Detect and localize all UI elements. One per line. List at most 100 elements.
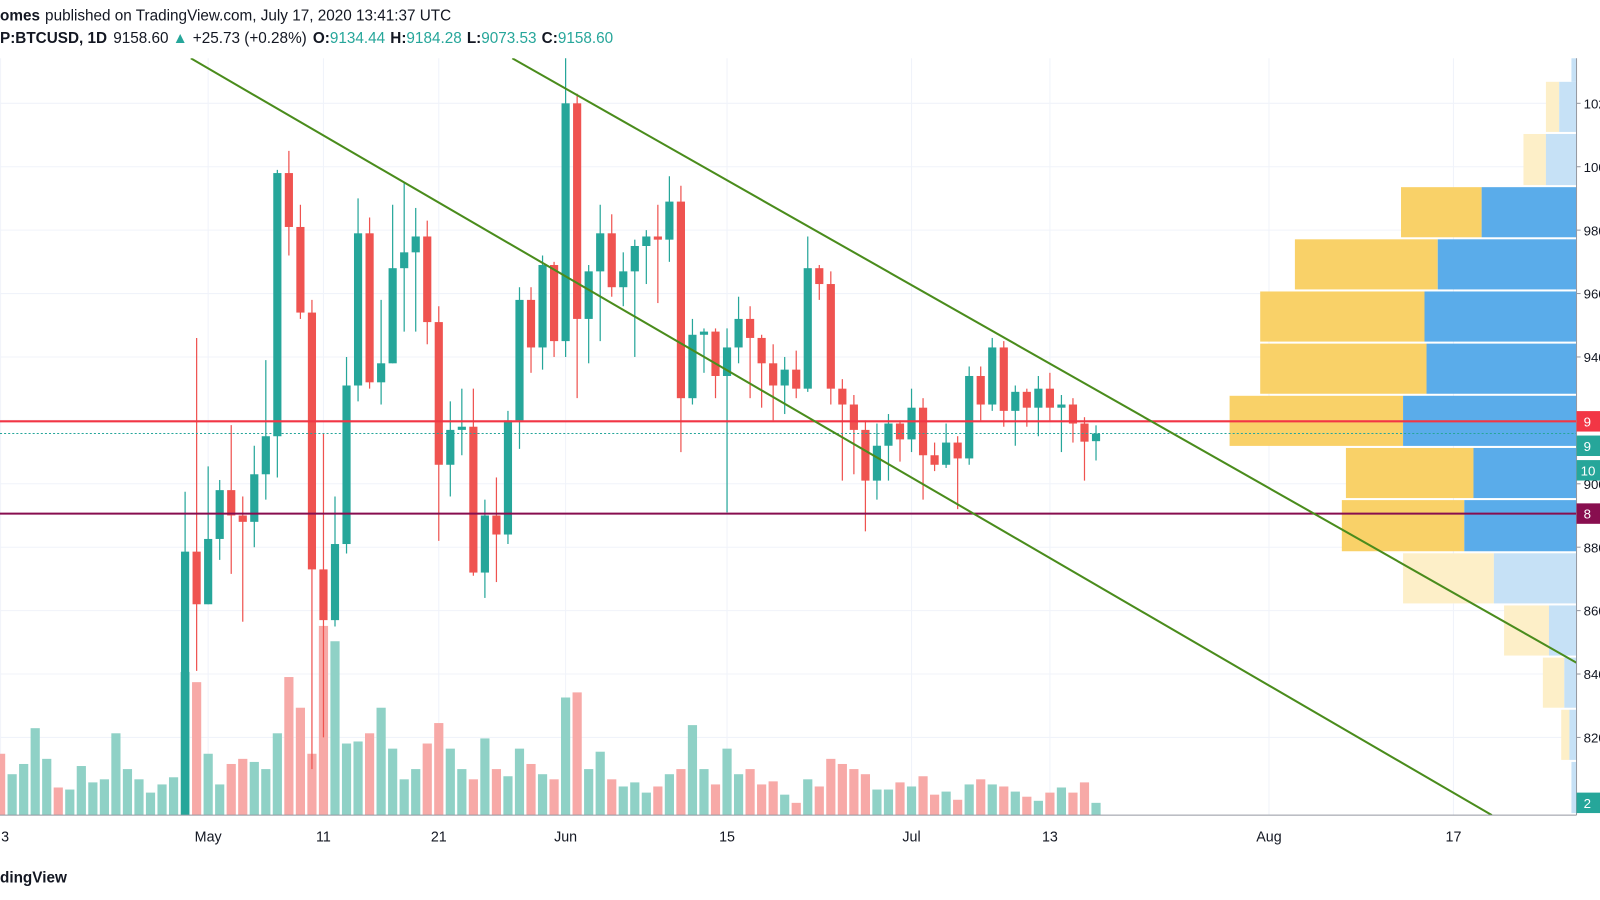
volume-bar xyxy=(664,774,674,816)
volume-bar xyxy=(88,782,98,816)
footer: dingView xyxy=(0,870,67,887)
volume-bar xyxy=(941,791,951,816)
high-label: H: xyxy=(390,30,406,47)
candle-body xyxy=(907,407,916,440)
countdown-label: 10 xyxy=(1581,463,1596,478)
candle-body xyxy=(803,268,812,389)
volume-tag xyxy=(1576,792,1600,814)
trendline xyxy=(511,58,1577,664)
level-tag-label: 8 xyxy=(1584,507,1591,522)
volume-bar xyxy=(768,781,778,816)
candle-body xyxy=(1011,391,1020,411)
y-tick-label: 9600 xyxy=(1584,287,1600,302)
candle-body xyxy=(457,426,466,430)
price-tag xyxy=(1576,435,1600,457)
candle-body xyxy=(400,252,409,269)
volume-bar xyxy=(1079,782,1090,816)
volume-bar xyxy=(284,677,294,816)
candle-body xyxy=(607,233,616,288)
profile-row xyxy=(1473,447,1577,499)
candle-body xyxy=(526,299,536,348)
candle-body xyxy=(480,515,489,573)
candle-body xyxy=(492,515,501,535)
volume-bar xyxy=(630,782,640,816)
volume-bar xyxy=(42,758,52,816)
profile-row xyxy=(1523,133,1546,186)
candle-body xyxy=(849,404,858,430)
volume-bar xyxy=(733,774,744,816)
countdown-tag xyxy=(1576,460,1600,481)
profile-row xyxy=(1559,81,1577,132)
profile-row xyxy=(1571,761,1577,814)
candle-body xyxy=(411,236,420,253)
volume-bar xyxy=(757,784,767,816)
candle-body xyxy=(976,375,985,405)
profile-row xyxy=(1260,291,1425,342)
candle-body xyxy=(826,284,835,389)
candle-body xyxy=(1080,423,1089,442)
volume-bar xyxy=(791,802,801,816)
candle-body xyxy=(942,442,951,465)
profile-row xyxy=(1569,709,1577,760)
volume-bar xyxy=(7,774,17,816)
volume-bar xyxy=(745,769,755,816)
candle-body xyxy=(653,236,662,240)
y-tick-label: 8200 xyxy=(1584,731,1600,746)
candle-body xyxy=(538,265,547,348)
y-tick-label: 9400 xyxy=(1584,350,1600,365)
volume-bar xyxy=(872,789,882,816)
open-label: O: xyxy=(313,30,330,47)
candle-body xyxy=(792,369,801,389)
x-tick-label: Aug xyxy=(1256,830,1281,846)
volume-bar xyxy=(618,786,628,816)
candle-body xyxy=(815,268,824,285)
candle-body xyxy=(284,173,293,227)
volume-bar xyxy=(780,794,790,816)
volume-bar xyxy=(549,779,559,816)
volume-bar xyxy=(365,733,375,816)
volume-bar xyxy=(434,723,444,816)
candle-body xyxy=(734,318,743,348)
profile-row xyxy=(1504,605,1549,656)
profile-row xyxy=(1345,447,1474,499)
candle-body xyxy=(665,201,674,240)
candle-body xyxy=(722,347,732,376)
candle-body xyxy=(999,347,1008,411)
volume-bar xyxy=(572,692,582,816)
candle-body xyxy=(676,201,685,399)
x-tick-label: 3 xyxy=(1,830,9,846)
volume-bar xyxy=(122,769,133,816)
volume-bar xyxy=(192,682,202,816)
candle-body xyxy=(861,429,870,481)
candle-body xyxy=(918,407,928,456)
candle-body xyxy=(423,236,432,323)
volume-bar xyxy=(30,728,40,816)
profile-row xyxy=(1294,239,1438,290)
low-value: 9073.53 xyxy=(481,30,536,47)
volume-bar xyxy=(653,786,663,816)
candle-body xyxy=(1068,404,1078,424)
volume-bar xyxy=(491,769,502,816)
volume-bar xyxy=(249,761,259,816)
candle-body xyxy=(1022,391,1031,408)
volume-bar xyxy=(699,769,709,816)
legend-line: P:BTCUSD, 1D 9158.60 ▲ +25.73 (+0.28%) O:913… xyxy=(0,30,613,47)
candle-layer xyxy=(181,58,1101,816)
volume-bar xyxy=(514,748,525,816)
volume-bar xyxy=(480,738,490,816)
volume-bar xyxy=(295,707,305,816)
profile-row xyxy=(1542,657,1565,708)
profile-row xyxy=(1564,657,1577,708)
candle-body xyxy=(596,233,605,272)
x-tick-label: 21 xyxy=(431,830,447,846)
volume-bar xyxy=(1068,792,1078,816)
profile-row xyxy=(1426,343,1577,394)
candle-body xyxy=(181,551,190,816)
y-tick-label: 9000 xyxy=(1584,477,1600,492)
profile-row xyxy=(1260,343,1427,394)
volume-bar xyxy=(376,707,386,816)
volume-bar xyxy=(849,769,859,816)
volume-layer xyxy=(0,625,1101,816)
volume-bar xyxy=(330,641,340,816)
volume-bar xyxy=(422,743,432,816)
